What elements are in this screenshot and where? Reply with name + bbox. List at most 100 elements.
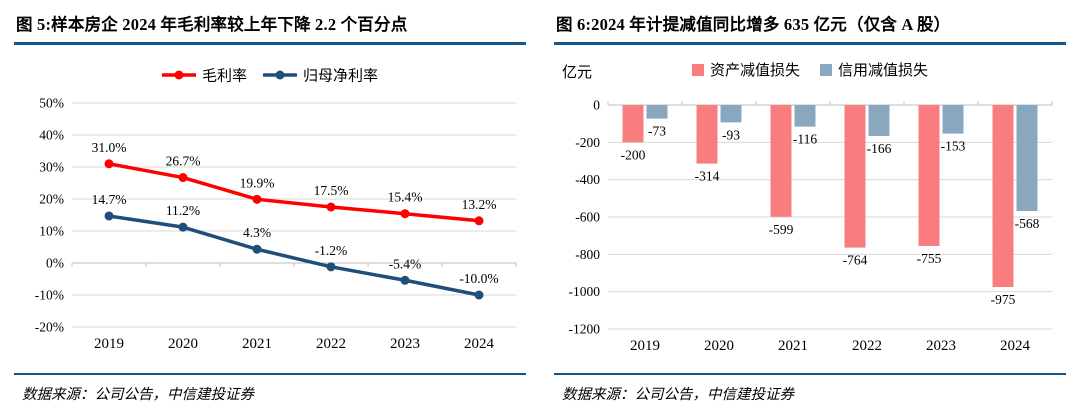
bar — [794, 105, 816, 127]
data-point-dot — [326, 262, 336, 272]
data-point-dot — [474, 290, 484, 300]
data-point-label: -5.4% — [389, 256, 422, 271]
data-point-dot — [400, 209, 410, 219]
data-point-label: 15.4% — [388, 190, 423, 205]
x-tick-label: 2020 — [704, 338, 734, 354]
x-tick-label: 2021 — [778, 338, 808, 354]
bar-value-label: -975 — [991, 292, 1016, 307]
axis-unit-label: 亿元 — [562, 64, 592, 81]
bar-series: -200 -314 -599 -764 -755 -975 — [621, 105, 1016, 307]
legend-marker-dot — [174, 70, 184, 80]
x-tick-label: 2024 — [1000, 338, 1031, 354]
bar-value-label: -755 — [917, 251, 942, 266]
y-tick-label: -10% — [35, 288, 64, 303]
y-tick-label: 50% — [39, 96, 64, 111]
line-series: 31.0% 26.7% 19.9% 17.5% 15.4% 13.2% — [92, 140, 497, 226]
data-point-dot — [474, 216, 484, 226]
legend-label: 信用减值损失 — [838, 62, 928, 79]
bar-value-label: -568 — [1015, 216, 1040, 231]
bar — [942, 105, 964, 134]
bar — [622, 105, 644, 143]
x-tick-label: 2022 — [852, 338, 882, 354]
data-point-dot — [252, 194, 262, 204]
x-tick-label: 2020 — [168, 336, 198, 352]
bar — [770, 105, 792, 217]
y-tick-label: -800 — [575, 247, 600, 262]
y-tick-label: 0% — [46, 256, 64, 271]
legend-square-swatch — [692, 64, 704, 76]
data-point-dot — [252, 244, 262, 254]
series-line — [107, 214, 481, 297]
figure-5-title: 图 5:样本房企 2024 年毛利率较上年下降 2.2 个百分点 — [14, 6, 526, 45]
bar — [918, 105, 940, 246]
bar — [844, 105, 866, 248]
legend-square-swatch — [820, 64, 832, 76]
bar-value-label: -599 — [769, 222, 794, 237]
figure-6: 图 6:2024 年计提减值同比增多 635 亿元（仅含 A 股） 0 -200-… — [540, 0, 1080, 412]
x-tick-label: 2022 — [316, 336, 346, 352]
legend-label: 资产减值损失 — [710, 62, 800, 79]
data-point-label: -1.2% — [315, 243, 348, 258]
series-line — [107, 162, 481, 223]
bar-series: -73 -93 -116 -166 -153 -568 — [646, 105, 1040, 231]
x-tick-label: 2023 — [926, 338, 956, 354]
y-tick-label: 0 — [593, 98, 600, 113]
y-tick-label: -20% — [35, 320, 64, 335]
bar — [992, 105, 1014, 287]
impairment-bar-chart: 0 -200 -400 -600 -800 -1000 -1200 2019 2020 2021 2… — [562, 62, 1053, 354]
bar-value-label: -166 — [867, 141, 892, 156]
bar-value-label: -200 — [621, 147, 646, 162]
bar-value-label: -314 — [695, 169, 720, 184]
data-point-dot — [400, 275, 410, 285]
y-tick-label: -1200 — [569, 322, 601, 337]
legend-item: 毛利率 — [162, 68, 247, 85]
y-tick-label: 20% — [39, 192, 64, 207]
figure-6-source: 数据来源：公司公告，中信建投证券 — [554, 373, 1066, 404]
data-point-dot — [178, 173, 188, 183]
y-tick-label: -400 — [575, 172, 600, 187]
legend-marker-dot — [275, 70, 285, 80]
data-point-label: 26.7% — [166, 154, 201, 169]
figure-5: 图 5:样本房企 2024 年毛利率较上年下降 2.2 个百分点 50% 40% 3… — [14, 6, 526, 404]
bar — [868, 105, 890, 136]
bar-value-label: -153 — [941, 139, 966, 154]
bar — [720, 105, 742, 123]
bar-value-label: -73 — [648, 124, 666, 139]
data-point-label: 17.5% — [314, 183, 349, 198]
bar-value-label: -93 — [722, 127, 740, 142]
legend-label: 归母净利率 — [303, 68, 378, 85]
legend-item: 资产减值损失 — [692, 62, 800, 79]
y-tick-label: 40% — [39, 128, 64, 143]
data-point-dot — [104, 159, 114, 169]
data-point-label: 11.2% — [166, 203, 200, 218]
data-point-label: 13.2% — [462, 197, 497, 212]
y-tick-label: -1000 — [569, 284, 601, 299]
data-point-label: 19.9% — [240, 175, 275, 190]
x-tick-label: 2019 — [630, 338, 660, 354]
x-tick-label: 2019 — [94, 336, 124, 352]
y-tick-label: -200 — [575, 135, 600, 150]
figure-5-source: 数据来源：公司公告，中信建投证券 — [14, 373, 526, 404]
x-tick-label: 2023 — [390, 336, 420, 352]
figure-6-title: 图 6:2024 年计提减值同比增多 635 亿元（仅含 A 股） — [554, 6, 1066, 45]
legend-item: 归母净利率 — [263, 68, 378, 85]
data-point-label: 31.0% — [92, 140, 127, 155]
data-point-label: -10.0% — [459, 271, 498, 286]
bar-value-label: -764 — [843, 253, 868, 268]
data-point-dot — [104, 211, 114, 221]
y-tick-label: 10% — [39, 224, 64, 239]
legend-label: 毛利率 — [202, 68, 247, 85]
bar — [1016, 105, 1038, 212]
bar — [696, 105, 718, 164]
line-series: 14.7% 11.2% 4.3% -1.2% -5.4% -10.0% — [92, 192, 499, 300]
y-tick-label: 30% — [39, 160, 64, 175]
y-tick-label: -600 — [575, 210, 600, 225]
data-point-dot — [178, 222, 188, 232]
data-point-label: 4.3% — [243, 225, 271, 240]
data-point-dot — [326, 202, 336, 212]
x-tick-label: 2021 — [242, 336, 272, 352]
bar — [646, 105, 668, 119]
x-tick-label: 2024 — [464, 336, 495, 352]
legend-item: 信用减值损失 — [820, 62, 928, 79]
